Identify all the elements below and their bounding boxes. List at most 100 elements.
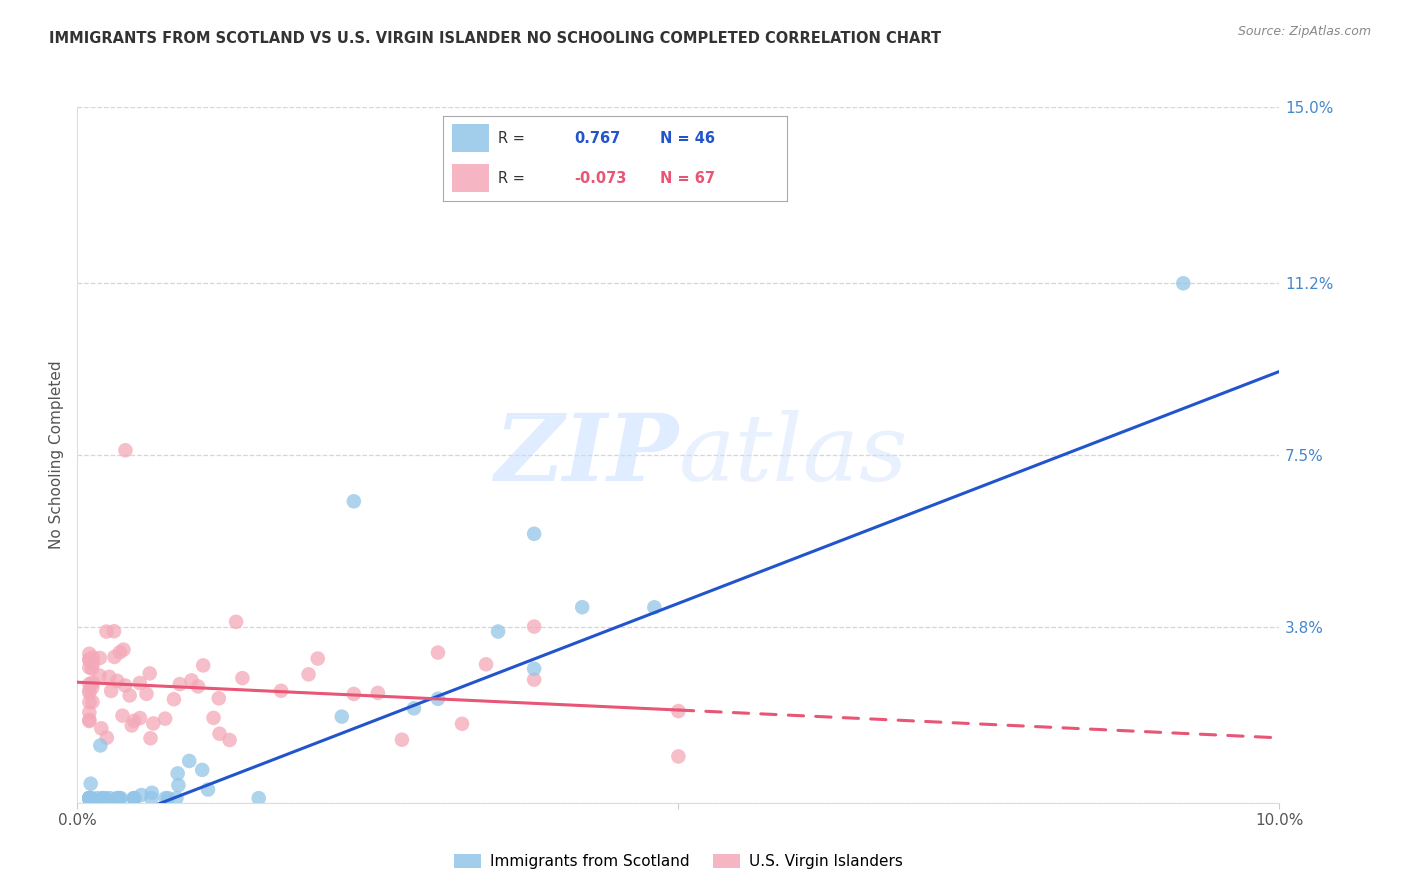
Point bbox=[110, 791, 132, 805]
Point bbox=[166, 791, 188, 805]
Point bbox=[79, 791, 101, 805]
Point bbox=[79, 677, 101, 691]
Point bbox=[91, 791, 114, 805]
Point bbox=[114, 443, 136, 458]
Point bbox=[142, 716, 165, 731]
Point bbox=[79, 660, 101, 674]
Point bbox=[367, 686, 389, 700]
Point bbox=[180, 673, 202, 688]
Point bbox=[163, 692, 186, 706]
Point bbox=[197, 782, 219, 797]
Point bbox=[96, 624, 118, 639]
Point bbox=[80, 661, 103, 675]
Point bbox=[98, 791, 121, 805]
Point bbox=[79, 791, 101, 805]
Point bbox=[523, 526, 546, 541]
Point bbox=[129, 711, 152, 725]
Point bbox=[112, 642, 135, 657]
Point bbox=[523, 619, 546, 633]
Point bbox=[202, 711, 225, 725]
Point bbox=[79, 683, 101, 698]
Point bbox=[128, 676, 150, 690]
Point bbox=[79, 714, 101, 728]
Point bbox=[79, 653, 101, 667]
Point bbox=[79, 686, 101, 700]
Point bbox=[131, 788, 153, 802]
Point bbox=[100, 684, 122, 698]
Point bbox=[103, 649, 125, 664]
Text: ZIP: ZIP bbox=[494, 410, 679, 500]
Point bbox=[402, 701, 425, 715]
Point bbox=[111, 708, 134, 723]
Point bbox=[89, 739, 111, 753]
Text: N = 46: N = 46 bbox=[659, 131, 714, 146]
Point bbox=[82, 657, 104, 671]
Point bbox=[179, 754, 201, 768]
Point bbox=[167, 778, 190, 792]
Point bbox=[141, 791, 163, 805]
Point bbox=[82, 681, 104, 695]
Point bbox=[247, 791, 270, 805]
Point bbox=[122, 791, 145, 805]
Point bbox=[79, 777, 101, 791]
Point bbox=[118, 689, 141, 703]
Point bbox=[79, 791, 101, 805]
Point bbox=[79, 713, 101, 727]
Point bbox=[668, 749, 690, 764]
Point bbox=[193, 658, 215, 673]
Y-axis label: No Schooling Completed: No Schooling Completed bbox=[49, 360, 65, 549]
Point bbox=[451, 716, 474, 731]
Point bbox=[135, 687, 157, 701]
Point bbox=[523, 673, 546, 687]
Point bbox=[79, 706, 101, 720]
Point bbox=[79, 791, 101, 805]
Point bbox=[208, 727, 231, 741]
Text: IMMIGRANTS FROM SCOTLAND VS U.S. VIRGIN ISLANDER NO SCHOOLING COMPLETED CORRELAT: IMMIGRANTS FROM SCOTLAND VS U.S. VIRGIN … bbox=[49, 31, 942, 46]
Point bbox=[86, 791, 108, 805]
Point bbox=[208, 691, 231, 706]
Point bbox=[89, 651, 111, 665]
Point bbox=[121, 718, 143, 732]
Point bbox=[91, 791, 114, 805]
Point bbox=[427, 691, 450, 706]
Point bbox=[225, 615, 247, 629]
Point bbox=[108, 791, 131, 805]
Point bbox=[79, 791, 101, 805]
Point bbox=[486, 624, 509, 639]
Point bbox=[79, 791, 101, 805]
FancyBboxPatch shape bbox=[451, 164, 489, 192]
Point bbox=[169, 677, 191, 691]
Point bbox=[138, 666, 160, 681]
Point bbox=[79, 791, 101, 805]
Point bbox=[191, 763, 214, 777]
Point bbox=[343, 494, 366, 508]
Point bbox=[156, 791, 179, 805]
Point bbox=[153, 712, 176, 726]
Point bbox=[108, 645, 131, 659]
Point bbox=[231, 671, 253, 685]
Text: N = 67: N = 67 bbox=[659, 170, 714, 186]
Legend: Immigrants from Scotland, U.S. Virgin Islanders: Immigrants from Scotland, U.S. Virgin Is… bbox=[447, 847, 910, 875]
Point bbox=[1173, 277, 1195, 291]
Point bbox=[89, 668, 111, 682]
Text: R =: R = bbox=[498, 170, 524, 186]
Point bbox=[343, 687, 366, 701]
Point bbox=[107, 791, 129, 805]
Point bbox=[82, 675, 104, 690]
Point bbox=[82, 695, 104, 709]
Point bbox=[297, 667, 319, 681]
Point bbox=[105, 791, 128, 805]
Point bbox=[187, 680, 209, 694]
Point bbox=[643, 600, 665, 615]
Point bbox=[79, 695, 101, 709]
Point bbox=[307, 651, 329, 665]
Text: Source: ZipAtlas.com: Source: ZipAtlas.com bbox=[1237, 25, 1371, 38]
Point bbox=[218, 733, 240, 747]
Text: atlas: atlas bbox=[679, 410, 908, 500]
Point bbox=[122, 791, 145, 805]
Point bbox=[114, 678, 136, 692]
Text: R =: R = bbox=[498, 131, 524, 146]
Point bbox=[475, 657, 498, 672]
Point bbox=[103, 624, 125, 639]
Point bbox=[571, 600, 593, 615]
